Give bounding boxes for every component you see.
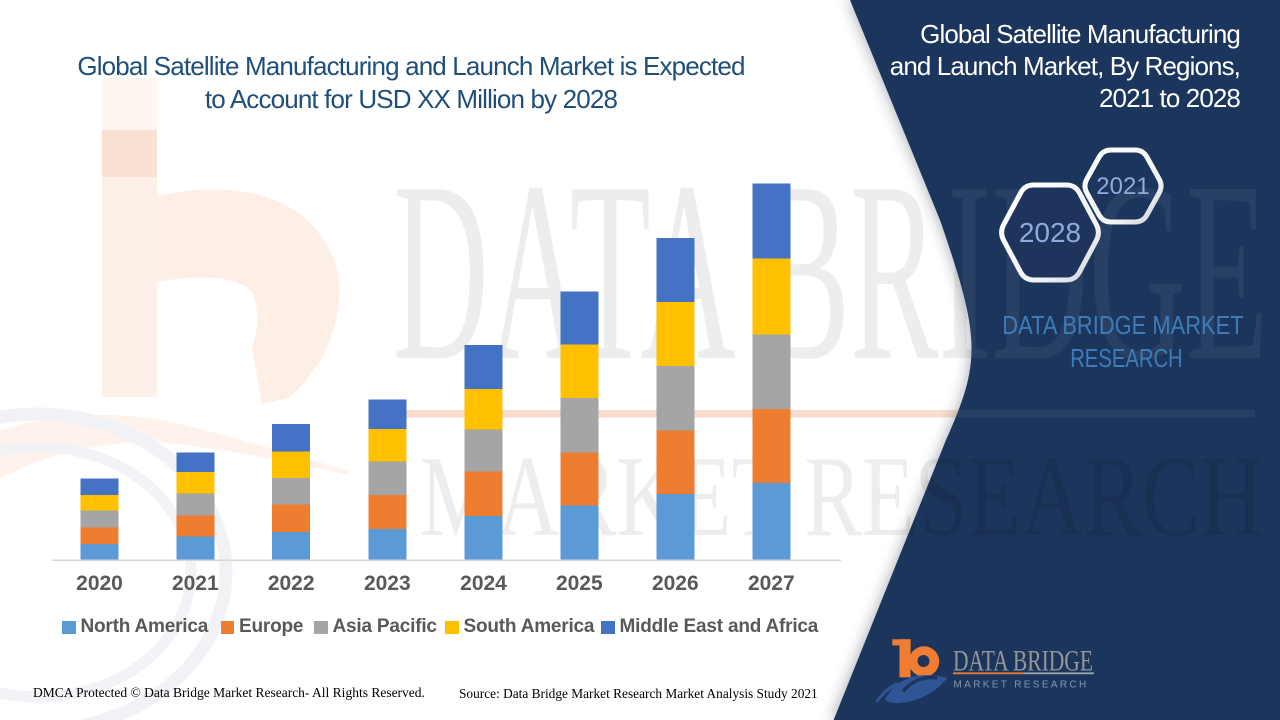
svg-text:2021: 2021 <box>1096 173 1149 200</box>
svg-text:2028: 2028 <box>1019 217 1081 248</box>
svg-text:MARKET RESEARCH: MARKET RESEARCH <box>954 679 1089 690</box>
svg-text:MARKET RESEARCH: MARKET RESEARCH <box>420 433 1263 561</box>
svg-text:DATA BRIDGE: DATA BRIDGE <box>953 645 1093 678</box>
svg-text:DATA BRIDGE MARKET: DATA BRIDGE MARKET <box>1002 310 1243 340</box>
svg-text:RESEARCH: RESEARCH <box>1070 343 1183 373</box>
